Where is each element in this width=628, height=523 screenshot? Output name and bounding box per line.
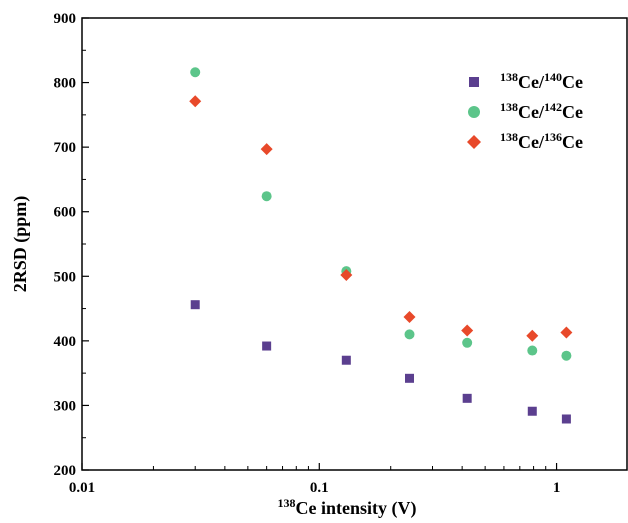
y-tick-label: 900: [54, 11, 77, 27]
x-tick-label: 0.01: [69, 480, 95, 496]
data-point-circle: [527, 345, 538, 356]
data-point-square: [405, 373, 415, 383]
data-point-diamond: [403, 310, 416, 323]
data-points: [189, 67, 573, 424]
y-tick-label: 500: [54, 269, 77, 285]
data-point-circle: [190, 67, 201, 78]
data-point-square: [561, 414, 571, 424]
legend-label: 138Ce/142Ce: [500, 100, 583, 122]
axis-ticks: [81, 17, 558, 471]
data-point-circle: [261, 191, 272, 202]
x-axis-label-text: Ce intensity (V): [296, 498, 417, 519]
data-point-circle: [462, 337, 473, 348]
data-point-diamond: [526, 329, 539, 342]
y-tick-label: 700: [54, 140, 77, 156]
y-tick-label: 400: [54, 334, 77, 350]
tick-labels: 200 300 400 500 600 700 800 900 0.01 0.1 1: [54, 11, 561, 496]
data-point-circle: [404, 329, 415, 340]
y-tick-label: 300: [54, 398, 77, 414]
y-tick-label: 600: [54, 205, 77, 221]
y-tick-label: 800: [54, 76, 77, 92]
legend-label: 138Ce/140Ce: [500, 70, 583, 92]
data-point-square: [527, 406, 537, 416]
data-point-diamond: [461, 324, 474, 337]
x-tick-label: 0.1: [310, 480, 329, 496]
y-tick-label: 200: [54, 463, 77, 479]
data-point-square: [462, 393, 472, 403]
data-point-square: [341, 355, 351, 365]
x-axis-label: 138Ce intensity (V): [278, 496, 417, 519]
legend-marker-circle: [468, 106, 480, 118]
data-point-diamond: [260, 143, 273, 156]
y-axis-label: 2RSD (ppm): [10, 196, 31, 293]
data-point-diamond: [340, 268, 353, 281]
data-point-diamond: [560, 326, 573, 339]
x-axis-label-superscript: 138: [278, 496, 296, 510]
data-point-diamond: [189, 95, 202, 108]
legend-marker-diamond: [467, 135, 481, 149]
legend-marker-square: [469, 77, 479, 87]
legend: 138Ce/140Ce 138Ce/142Ce 138Ce/136Ce: [467, 70, 583, 152]
legend-label: 138Ce/136Ce: [500, 130, 583, 152]
data-point-circle: [561, 350, 572, 361]
data-point-square: [190, 300, 200, 310]
data-point-square: [262, 341, 272, 351]
x-tick-label: 1: [553, 480, 561, 496]
plot-frame: [81, 17, 628, 471]
